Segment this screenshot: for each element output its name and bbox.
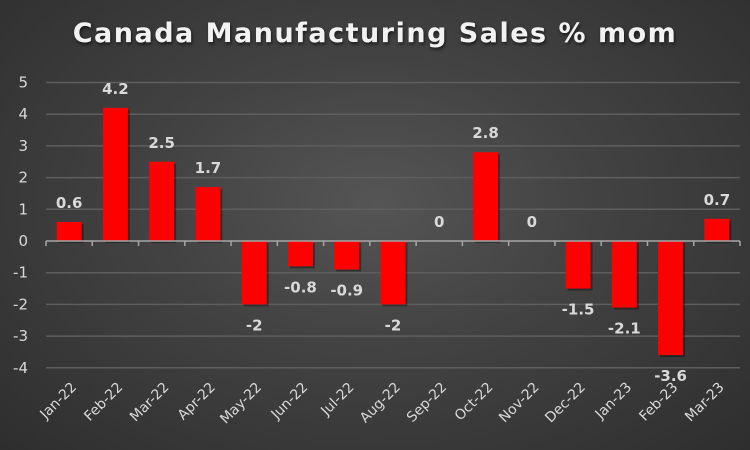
bar	[102, 107, 128, 241]
y-tick-label: -4	[13, 359, 28, 377]
y-tick-label: 5	[18, 74, 28, 92]
data-label: 0	[434, 213, 444, 231]
x-tick-label: Feb-22	[81, 380, 126, 425]
bar	[287, 241, 313, 267]
data-label: 0.7	[704, 191, 731, 209]
bar	[149, 161, 175, 241]
bar	[56, 221, 82, 241]
bar	[380, 241, 406, 305]
y-axis-ticks: 5 4 3 2 1 0 -1 -2 -3 -4	[13, 74, 28, 377]
bar	[704, 218, 730, 241]
x-tick-label: Sep-22	[404, 380, 450, 426]
bars	[56, 107, 732, 358]
x-tick-label: Mar-23	[682, 380, 728, 426]
x-tick-label: Jun-22	[268, 380, 312, 424]
data-label: -0.8	[284, 278, 317, 296]
data-label: 2.8	[472, 124, 499, 142]
data-label: 0	[527, 213, 537, 231]
bar	[611, 241, 637, 308]
x-tick-label: Apr-22	[175, 380, 219, 424]
x-tick-label: Jul-22	[317, 380, 357, 420]
y-tick-label: 4	[18, 105, 28, 123]
data-label: -2	[385, 316, 402, 334]
bar	[473, 152, 499, 241]
y-tick-label: 1	[18, 200, 28, 218]
x-tick-label: Oct-22	[452, 380, 497, 425]
x-tick-label: Aug-22	[357, 380, 404, 427]
y-tick-label: -3	[13, 327, 28, 345]
x-tick-label: Jan-22	[37, 380, 80, 423]
data-label: -3.6	[654, 367, 687, 385]
data-label: -2	[246, 316, 263, 334]
bar	[195, 187, 221, 241]
data-label: 4.2	[102, 80, 129, 98]
x-tick-label: Jan-23	[592, 380, 635, 423]
bar	[241, 241, 267, 305]
x-axis	[45, 240, 741, 246]
chart-title: Canada Manufacturing Sales % mom	[72, 18, 678, 49]
data-label: 1.7	[195, 159, 222, 177]
x-tick-label: Feb-23	[636, 380, 681, 425]
data-label: -1.5	[562, 301, 595, 319]
y-tick-label: -1	[13, 264, 28, 282]
y-tick-label: -2	[13, 295, 28, 313]
data-label: -2.1	[608, 320, 641, 338]
bar	[565, 241, 591, 289]
bar	[334, 241, 360, 270]
data-label: 2.5	[148, 134, 175, 152]
x-tick-label: May-22	[217, 380, 265, 428]
data-labels: 0.6 4.2 2.5 1.7 -2 -0.8 -0.9 -2 0 2.8 0 -1.5 -2.1 -3.…	[56, 80, 730, 385]
x-tick-label: Nov-22	[496, 380, 543, 427]
x-tick-label: Dec-22	[542, 380, 589, 427]
y-tick-label: 3	[18, 137, 28, 155]
y-tick-label: 2	[18, 169, 28, 187]
bar	[658, 241, 684, 356]
x-tick-label: Mar-22	[127, 380, 173, 426]
y-tick-label: 0	[18, 232, 28, 250]
data-label: -0.9	[330, 282, 363, 300]
data-label: 0.6	[56, 194, 83, 212]
